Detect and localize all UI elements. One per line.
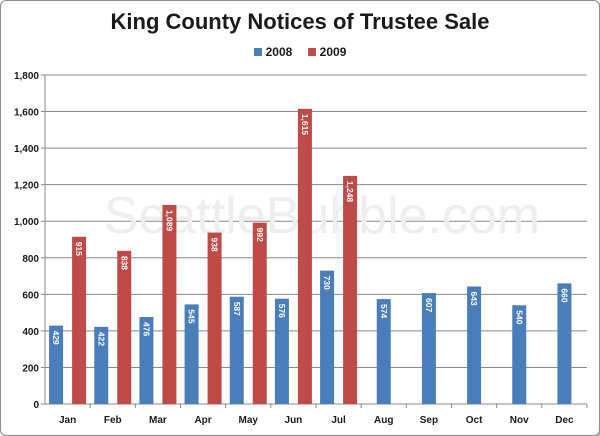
chart-title: King County Notices of Trustee Sale: [110, 9, 490, 34]
legend: 2008 2009: [1, 45, 599, 59]
bar-2008-Aug: [376, 299, 391, 404]
data-label: 476: [141, 322, 151, 336]
data-label: 545: [187, 309, 197, 323]
data-label: 422: [96, 332, 106, 346]
y-tick-label: 1,000: [14, 217, 39, 228]
data-label: 992: [255, 228, 265, 242]
legend-label-2008: 2008: [265, 45, 293, 59]
y-tick-label: 600: [22, 290, 39, 301]
x-tick-label: Jul: [331, 415, 346, 426]
x-tick-label: Sep: [420, 415, 438, 426]
bar-2008-Dec: [557, 283, 572, 404]
data-label: 1,615: [300, 114, 310, 136]
bar-2008-Jan: [49, 325, 64, 404]
data-label: 587: [232, 302, 242, 316]
bar-2009-Mar: [162, 204, 177, 404]
data-label: 838: [119, 256, 129, 270]
y-tick-label: 200: [22, 363, 39, 374]
data-label: 660: [559, 288, 569, 302]
legend-label-2009: 2009: [319, 45, 347, 59]
x-tick-label: Nov: [510, 415, 529, 426]
bar-2008-Nov: [512, 305, 527, 404]
bar-2008-Sep: [421, 293, 436, 404]
y-tick-label: 1,800: [14, 71, 39, 82]
legend-swatch-2009: [307, 48, 316, 56]
bar-2008-Mar: [139, 316, 154, 404]
y-tick-label: 1,600: [14, 108, 39, 119]
x-tick-label: Jun: [285, 415, 303, 426]
bar-2009-May: [252, 222, 267, 404]
x-tick-label: Aug: [374, 415, 393, 426]
data-label: 540: [514, 310, 524, 324]
bar-2008-Apr: [184, 304, 199, 404]
y-tick-label: 1,200: [14, 181, 39, 192]
bar-2009-Apr: [207, 232, 222, 404]
bar-2009-Feb: [117, 250, 132, 404]
bar-2009-Jan: [72, 236, 87, 404]
bar-2008-Jun: [274, 298, 289, 404]
data-label: 938: [210, 238, 220, 252]
y-tick-label: 1,400: [14, 144, 39, 155]
x-tick-label: Oct: [466, 415, 483, 426]
x-tick-label: Jan: [59, 415, 76, 426]
data-label: 730: [322, 276, 332, 290]
data-label: 1,248: [345, 181, 355, 203]
y-tick-label: 400: [22, 327, 39, 338]
data-label: 574: [379, 304, 389, 318]
data-label: 915: [74, 242, 84, 256]
legend-item-2009: 2009: [307, 45, 347, 59]
watermark: SeattleBubble.com: [104, 187, 541, 245]
legend-swatch-2008: [253, 48, 262, 56]
data-label: 607: [424, 298, 434, 312]
x-tick-label: Apr: [194, 415, 211, 426]
data-label: 1,089: [164, 210, 174, 232]
bar-2008-May: [229, 296, 244, 404]
bar-2009-Jul: [343, 175, 358, 404]
y-tick-label: 800: [22, 254, 39, 265]
data-label: 429: [51, 331, 61, 345]
data-label: 576: [277, 304, 287, 318]
bar-2009-Jun: [297, 108, 312, 404]
bar-2008-Oct: [467, 286, 482, 404]
data-label: 643: [469, 291, 479, 305]
x-tick-label: May: [239, 415, 259, 426]
x-tick-label: Dec: [555, 415, 574, 426]
bar-2008-Jul: [320, 270, 335, 404]
x-tick-label: Mar: [149, 415, 167, 426]
legend-item-2008: 2008: [253, 45, 293, 59]
bar-2008-Feb: [94, 326, 109, 404]
y-tick-label: 0: [33, 400, 39, 411]
x-tick-label: Feb: [104, 415, 122, 426]
